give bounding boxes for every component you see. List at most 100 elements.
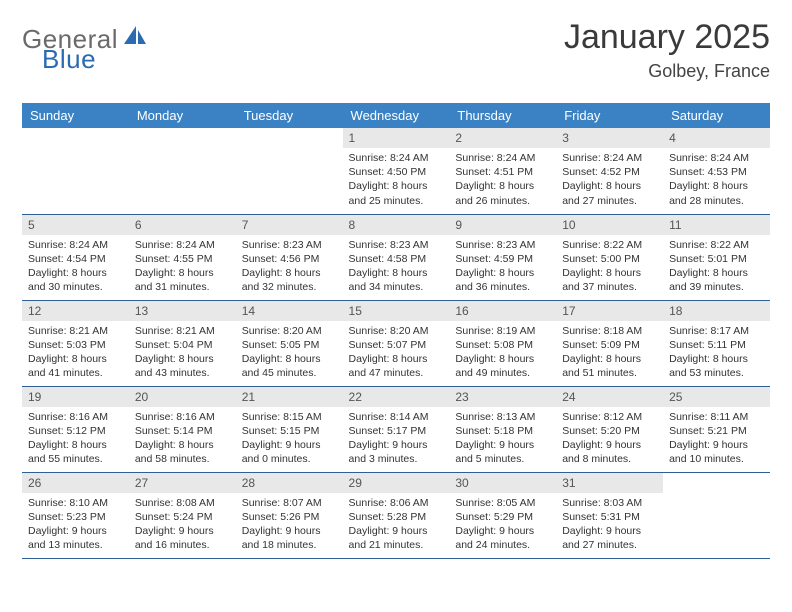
calendar-cell: 14Sunrise: 8:20 AMSunset: 5:05 PMDayligh… (236, 300, 343, 386)
day-number: 11 (663, 215, 770, 235)
calendar-cell: 27Sunrise: 8:08 AMSunset: 5:24 PMDayligh… (129, 472, 236, 558)
dow-sunday: Sunday (22, 103, 129, 128)
calendar-body: 1Sunrise: 8:24 AMSunset: 4:50 PMDaylight… (22, 128, 770, 558)
day-line: Daylight: 8 hours (135, 266, 230, 280)
calendar-cell: 30 Sunrise: 8:05 AMSunset: 5:29 PMDayligh… (449, 472, 556, 558)
day-line: Sunrise: 8:15 AM (242, 410, 337, 424)
day-body: Sunrise: 8:24 AMSunset: 4:54 PMDaylight:… (22, 235, 129, 299)
day-number: 14 (236, 301, 343, 321)
day-number: 18 (663, 301, 770, 321)
calendar-week: 12Sunrise: 8:21 AMSunset: 5:03 PMDayligh… (22, 300, 770, 386)
day-line: Daylight: 8 hours (135, 352, 230, 366)
day-body: Sunrise: 8:21 AMSunset: 5:04 PMDaylight:… (129, 321, 236, 385)
day-line: Daylight: 8 hours (349, 266, 444, 280)
day-body (236, 148, 343, 155)
day-body: Sunrise: 8:08 AMSunset: 5:24 PMDaylight:… (129, 493, 236, 557)
calendar-cell: 13Sunrise: 8:21 AMSunset: 5:04 PMDayligh… (129, 300, 236, 386)
day-line: Sunrise: 8:20 AM (349, 324, 444, 338)
day-line: and 47 minutes. (349, 366, 444, 380)
day-line: Sunset: 5:12 PM (28, 424, 123, 438)
day-body (663, 493, 770, 500)
day-body: Sunrise: 8:21 AMSunset: 5:03 PMDaylight:… (22, 321, 129, 385)
day-line: Sunrise: 8:14 AM (349, 410, 444, 424)
day-body: Sunrise: 8:17 AMSunset: 5:11 PMDaylight:… (663, 321, 770, 385)
day-line: Daylight: 9 hours (562, 438, 657, 452)
day-body: Sunrise: 8:23 AMSunset: 4:56 PMDaylight:… (236, 235, 343, 299)
day-line: Sunrise: 8:24 AM (669, 151, 764, 165)
dow-wednesday: Wednesday (343, 103, 450, 128)
day-line: and 45 minutes. (242, 366, 337, 380)
day-line: Sunrise: 8:23 AM (349, 238, 444, 252)
day-line: Daylight: 8 hours (669, 179, 764, 193)
day-line: Sunrise: 8:05 AM (455, 496, 550, 510)
day-line: Sunset: 5:29 PM (455, 510, 550, 524)
day-line: Sunrise: 8:24 AM (455, 151, 550, 165)
day-line: and 3 minutes. (349, 452, 444, 466)
day-line: Sunset: 5:15 PM (242, 424, 337, 438)
calendar-cell: 2Sunrise: 8:24 AMSunset: 4:51 PMDaylight… (449, 128, 556, 214)
day-number: 22 (343, 387, 450, 407)
day-line: Sunset: 4:51 PM (455, 165, 550, 179)
month-title: January 2025 (564, 18, 770, 57)
day-body: Sunrise: 8:07 AMSunset: 5:26 PMDaylight:… (236, 493, 343, 557)
day-line: Sunrise: 8:08 AM (135, 496, 230, 510)
location-label: Golbey, France (564, 61, 770, 82)
day-line: Daylight: 9 hours (455, 438, 550, 452)
day-line: Sunset: 4:53 PM (669, 165, 764, 179)
day-line: Sunset: 5:00 PM (562, 252, 657, 266)
day-line: Sunrise: 8:13 AM (455, 410, 550, 424)
day-line: Daylight: 8 hours (28, 266, 123, 280)
day-line: and 32 minutes. (242, 280, 337, 294)
day-line: Daylight: 8 hours (562, 266, 657, 280)
day-body: Sunrise: 8:23 AMSunset: 4:59 PMDaylight:… (449, 235, 556, 299)
calendar-week: 5Sunrise: 8:24 AMSunset: 4:54 PMDaylight… (22, 214, 770, 300)
day-line: Daylight: 9 hours (455, 524, 550, 538)
day-number: 13 (129, 301, 236, 321)
day-number: 1 (343, 128, 450, 148)
day-line: Daylight: 8 hours (349, 352, 444, 366)
day-number: 12 (22, 301, 129, 321)
calendar-cell: 7Sunrise: 8:23 AMSunset: 4:56 PMDaylight… (236, 214, 343, 300)
day-number: 30 (449, 473, 556, 493)
day-line: Sunrise: 8:24 AM (562, 151, 657, 165)
calendar-cell (236, 128, 343, 214)
day-body: Sunrise: 8:23 AMSunset: 4:58 PMDaylight:… (343, 235, 450, 299)
day-line: and 13 minutes. (28, 538, 123, 552)
day-body: Sunrise: 8:13 AMSunset: 5:18 PMDaylight:… (449, 407, 556, 471)
day-body: Sunrise: 8:15 AMSunset: 5:15 PMDaylight:… (236, 407, 343, 471)
day-line: Sunset: 5:28 PM (349, 510, 444, 524)
day-body: Sunrise: 8:19 AMSunset: 5:08 PMDaylight:… (449, 321, 556, 385)
day-body: Sunrise: 8:24 AMSunset: 4:52 PMDaylight:… (556, 148, 663, 212)
calendar-cell: 4Sunrise: 8:24 AMSunset: 4:53 PMDaylight… (663, 128, 770, 214)
day-line: Daylight: 9 hours (349, 524, 444, 538)
day-line: Sunset: 5:21 PM (669, 424, 764, 438)
calendar-cell: 17Sunrise: 8:18 AMSunset: 5:09 PMDayligh… (556, 300, 663, 386)
calendar-cell: 19Sunrise: 8:16 AMSunset: 5:12 PMDayligh… (22, 386, 129, 472)
day-body: Sunrise: 8:24 AMSunset: 4:51 PMDaylight:… (449, 148, 556, 212)
day-line: Sunrise: 8:22 AM (669, 238, 764, 252)
day-line: Daylight: 8 hours (28, 438, 123, 452)
day-body: Sunrise: 8:20 AMSunset: 5:05 PMDaylight:… (236, 321, 343, 385)
day-line: Sunset: 5:31 PM (562, 510, 657, 524)
day-line: Sunrise: 8:19 AM (455, 324, 550, 338)
calendar-cell: 5Sunrise: 8:24 AMSunset: 4:54 PMDaylight… (22, 214, 129, 300)
day-line: Sunset: 4:58 PM (349, 252, 444, 266)
day-line: Sunset: 5:07 PM (349, 338, 444, 352)
day-line: and 36 minutes. (455, 280, 550, 294)
day-line: Sunrise: 8:24 AM (349, 151, 444, 165)
day-line: and 51 minutes. (562, 366, 657, 380)
day-line: Daylight: 9 hours (28, 524, 123, 538)
calendar-cell: 1Sunrise: 8:24 AMSunset: 4:50 PMDaylight… (343, 128, 450, 214)
day-line: Sunrise: 8:18 AM (562, 324, 657, 338)
calendar-cell: 22Sunrise: 8:14 AMSunset: 5:17 PMDayligh… (343, 386, 450, 472)
day-line: and 55 minutes. (28, 452, 123, 466)
day-number (129, 128, 236, 148)
day-body: Sunrise: 8:24 AMSunset: 4:50 PMDaylight:… (343, 148, 450, 212)
day-body (22, 148, 129, 155)
day-line: and 41 minutes. (28, 366, 123, 380)
day-number: 26 (22, 473, 129, 493)
day-line: and 49 minutes. (455, 366, 550, 380)
calendar-cell: 23Sunrise: 8:13 AMSunset: 5:18 PMDayligh… (449, 386, 556, 472)
day-number: 20 (129, 387, 236, 407)
day-number: 19 (22, 387, 129, 407)
